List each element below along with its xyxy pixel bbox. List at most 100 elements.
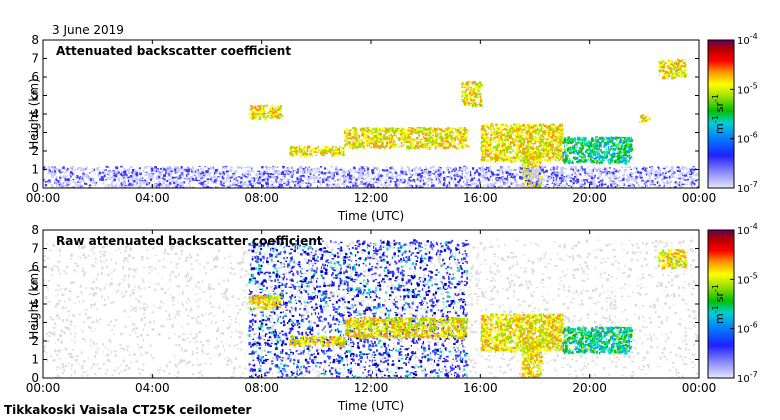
- heat-cell: [616, 146, 620, 149]
- heat-cell: [148, 178, 150, 180]
- heat-cell: [626, 155, 629, 158]
- heat-cell: [189, 168, 192, 170]
- heat-cell: [396, 186, 398, 188]
- heat-cell: [449, 143, 452, 145]
- heat-cell: [534, 139, 536, 142]
- heat-cell: [661, 75, 664, 77]
- heat-cell: [198, 182, 201, 184]
- heat-cell: [556, 131, 558, 135]
- heat-cell: [461, 173, 463, 175]
- heat-cell: [459, 140, 461, 143]
- heat-cell: [424, 172, 426, 174]
- heat-cell: [356, 138, 358, 140]
- heat-cell: [403, 136, 406, 139]
- heat-cell: [369, 144, 371, 147]
- heat-cell: [623, 154, 625, 157]
- heat-cell: [69, 173, 72, 175]
- heat-cell: [603, 146, 606, 148]
- heat-cell: [552, 143, 554, 146]
- heat-cell: [430, 136, 433, 139]
- heat-cell: [272, 111, 275, 114]
- heat-cell: [433, 172, 435, 175]
- heat-cell: [467, 102, 471, 104]
- heat-cell: [670, 71, 672, 74]
- heat-cell: [289, 178, 291, 180]
- heat-cell: [481, 142, 483, 144]
- heat-cell: [72, 165, 75, 167]
- heat-cell: [293, 149, 295, 152]
- heat-cell: [628, 140, 632, 142]
- heat-cell: [138, 169, 141, 171]
- heat-cell: [113, 178, 116, 182]
- heat-cell: [655, 176, 659, 180]
- heat-cell: [415, 127, 418, 130]
- heat-cell: [272, 165, 274, 167]
- heat-cell: [545, 141, 548, 145]
- heat-cell: [493, 174, 496, 177]
- heat-cell: [515, 144, 519, 148]
- heat-cell: [362, 169, 365, 172]
- heat-cell: [423, 144, 426, 147]
- heat-cell: [348, 180, 352, 183]
- heat-cell: [449, 137, 451, 140]
- heat-cell: [309, 153, 311, 155]
- heat-cell: [271, 115, 274, 119]
- heat-cell: [438, 142, 441, 144]
- heat-cell: [321, 149, 323, 152]
- heat-cell: [468, 170, 471, 172]
- heat-cell: [232, 183, 235, 185]
- heat-cell: [579, 147, 582, 150]
- heat-cell: [474, 172, 476, 174]
- heat-cell: [452, 141, 455, 144]
- heat-cell: [474, 95, 477, 99]
- heat-cell: [462, 129, 466, 131]
- heat-cell: [537, 146, 540, 148]
- heat-cell: [580, 156, 583, 159]
- heat-cell: [344, 144, 346, 146]
- heat-cell: [300, 154, 303, 156]
- heat-cell: [51, 173, 53, 176]
- heat-cell: [503, 182, 505, 185]
- heat-cell: [678, 75, 680, 78]
- heat-cell: [85, 166, 88, 169]
- heat-cell: [513, 143, 516, 145]
- heat-cell: [358, 168, 361, 172]
- heat-cell: [478, 85, 480, 89]
- heat-cell: [656, 181, 658, 184]
- feature-cloud-layer: [248, 104, 284, 121]
- heat-cell: [482, 143, 485, 146]
- heat-cell: [554, 150, 556, 153]
- heat-cell: [467, 88, 469, 90]
- heat-cell: [571, 147, 573, 150]
- heat-cell: [539, 138, 543, 141]
- heat-cell: [462, 140, 465, 143]
- heat-cell: [440, 144, 442, 147]
- heat-cell: [222, 173, 226, 177]
- heat-cell: [467, 85, 470, 89]
- heat-cell: [380, 136, 383, 138]
- heat-cell: [441, 144, 443, 146]
- heat-cell: [373, 139, 375, 141]
- heat-cell: [526, 150, 529, 154]
- heat-cell: [406, 129, 410, 131]
- heat-cell: [542, 150, 545, 152]
- heat-cell: [368, 130, 371, 133]
- heat-cell: [296, 153, 298, 156]
- heat-cell: [564, 145, 565, 148]
- heat-cell: [466, 168, 469, 170]
- heat-cell: [572, 161, 574, 164]
- heat-cell: [616, 155, 619, 158]
- heat-cell: [581, 142, 584, 144]
- heat-cell: [252, 177, 255, 179]
- heat-cell: [606, 138, 608, 142]
- heat-cell: [253, 180, 256, 182]
- heat-cell: [557, 184, 560, 187]
- heat-cell: [473, 91, 475, 95]
- heat-cell: [199, 171, 203, 174]
- heat-cell: [590, 160, 593, 163]
- heat-cell: [251, 185, 254, 188]
- heat-cell: [662, 66, 664, 69]
- heat-cell: [428, 129, 430, 133]
- heat-cell: [483, 158, 485, 162]
- heat-cell: [592, 144, 595, 147]
